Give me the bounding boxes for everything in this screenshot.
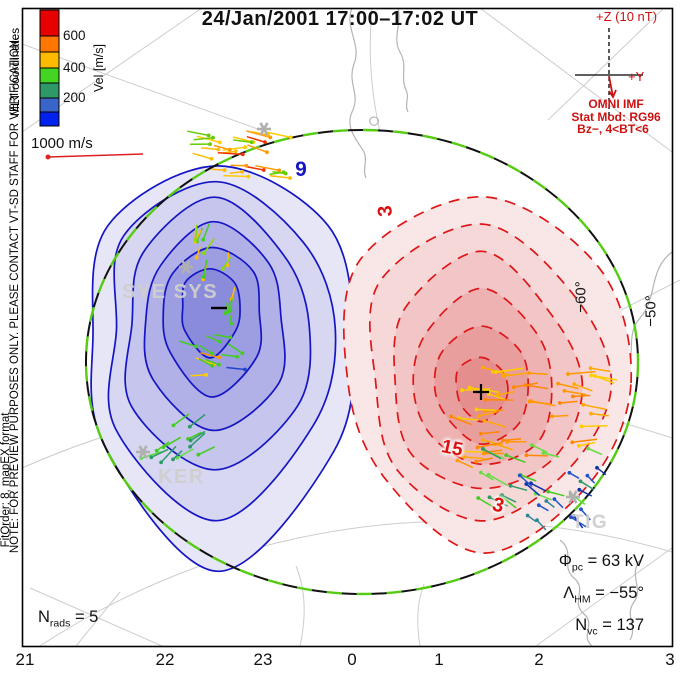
north-cluster — [187, 130, 293, 180]
imf-condition-label: Bz−, 4<BT<6 — [577, 122, 649, 136]
cross-polar-cap-potential-stat: Φpc = 63 kV — [558, 552, 644, 574]
plot-frame — [21, 7, 674, 648]
potential-extrema-signs — [211, 306, 489, 400]
mlt-tick-label: 1 — [434, 650, 444, 669]
heppner-maynard-boundary — [84, 128, 640, 596]
mid-cluster — [179, 333, 247, 377]
imf-y-axis-label: +Y — [628, 69, 645, 84]
station-label: SYE SYS — [122, 281, 219, 303]
mlt-tick-label: 0 — [347, 650, 357, 669]
dawn-blue-cluster — [517, 465, 607, 531]
colorbar-tick-label: 400 — [63, 60, 86, 75]
colorbar-tick-label: 200 — [63, 90, 86, 105]
radar-marker-icon — [179, 260, 193, 274]
imf-model-label: Stat Mod: RG96 — [571, 110, 661, 124]
velocity-colorbar — [39, 9, 60, 127]
sye-cluster — [193, 223, 232, 282]
latitude-label: −50° — [642, 295, 660, 327]
imf-source-label: OMNI IMF — [588, 97, 644, 111]
dawn-jet-cluster — [449, 365, 618, 469]
mlt-tick-label: 2 — [534, 650, 544, 669]
contour-value-label: 9 — [295, 158, 307, 181]
imf-dial — [575, 28, 643, 116]
radar-marker-icon — [257, 122, 271, 136]
radar-marker-icon — [136, 445, 150, 459]
radar-station-markers — [136, 122, 580, 504]
n-radars-stat: Nrads = 5 — [38, 608, 99, 630]
reference-vector — [45, 153, 144, 160]
velocity-vectors — [139, 130, 618, 531]
imf-z-axis-label: +Z (10 nT) — [596, 9, 658, 24]
hm-boundary-latitude-stat: ΛHM = −55° — [563, 584, 644, 606]
n-vectors-stat: Nvc = 137 — [575, 616, 644, 638]
mlt-tick-label: 23 — [253, 650, 273, 669]
mlt-tick-label: 3 — [665, 650, 675, 669]
latitude-label: −60° — [572, 281, 590, 313]
colorbar-tick-label: 600 — [63, 28, 86, 43]
contour-value-label: 3 — [374, 204, 397, 218]
radar-marker-icon — [566, 490, 580, 504]
colorbar-label: Vel [m/s] — [92, 44, 106, 92]
contour-value-label: 15 — [439, 436, 465, 461]
fit-order-note: FitOrder: 8, mapEX format — [0, 412, 12, 548]
station-label: TIG — [572, 512, 609, 533]
station-label: KER — [158, 466, 205, 488]
reference-vector-label: 1000 m/s — [31, 135, 93, 152]
dawn-positive-cell-contours — [342, 195, 633, 554]
dusk-negative-cell-contours — [90, 165, 355, 573]
page-title: 24/Jan/2001 17:00–17:02 UT — [201, 8, 479, 30]
ker-cluster — [139, 413, 216, 465]
mlt-tick-label: 22 — [155, 650, 175, 669]
mlt-tick-label: 21 — [15, 650, 35, 669]
